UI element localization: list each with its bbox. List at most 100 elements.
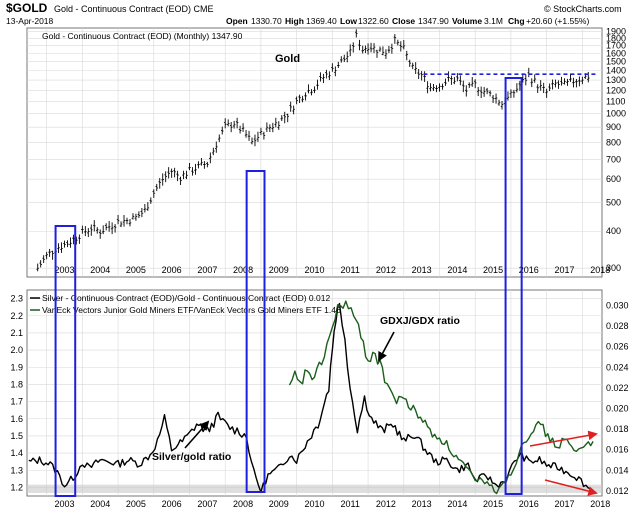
description-label: Gold - Continuous Contract (EOD) CME [54,4,214,14]
ratio-x-tick-label: 2004 [90,499,110,509]
ratio-left-tick-label: 2.1 [10,328,23,338]
ratio-x-tick-label: 2010 [304,499,324,509]
ratio-x-tick-label: 2017 [554,499,574,509]
gold-y-tick-label: 1000 [606,109,626,119]
ratio-left-tick-label: 1.7 [10,397,23,407]
gold-x-tick-label: 2007 [197,265,217,275]
ratio-right-tick-label: 0.016 [606,445,629,455]
gold-x-tick-label: 2015 [483,265,503,275]
ratio-x-tick-label: 2014 [447,499,467,509]
gold-y-tick-label: 1600 [606,48,626,58]
open-label: Open [226,16,248,26]
ratio-x-tick-label: 2008 [233,499,253,509]
highlight-box [245,170,266,493]
gold-y-axis-ticks: 300 400 500 600 700 800 900 1000 110012001300140… [606,26,626,273]
ratio-x-axis-ticks: 2003 2004 2005 2006 2007 2008 2009 2010 2011 2012… [54,499,610,509]
chg-value: +20.60 (+1.55%) [526,16,589,26]
annotation-arrows [184,331,598,496]
gold-x-tick-label: 2008 [233,265,253,275]
gold-y-tick-label: 1100 [606,96,625,106]
ratio-right-tick-label: 0.022 [606,383,629,393]
ratio-x-tick-label: 2015 [483,499,503,509]
ratio-panel: 1.2 1.3 1.4 1.5 1.6 1.7 1.8 1.9 2.0 2.1 2.2 2.3 0.0… [10,289,629,509]
ratio-left-tick-label: 1.6 [10,414,23,424]
gdxj-gdx-annotation: GDXJ/GDX ratio [380,315,460,327]
highlight-boxes [54,77,523,497]
gold-y-tick-label: 300 [606,263,621,273]
gdxj-gdx-legend: VanEck Vectors Junior Gold Miners ETF/Va… [42,305,341,315]
ratio-lines [28,300,594,495]
gold-y-tick-label: 600 [606,174,621,184]
gold-x-tick-label: 2005 [126,265,146,275]
ratio-right-tick-label: 0.012 [606,486,629,496]
gold-x-tick-label: 2004 [90,265,110,275]
ratio-right-tick-label: 0.026 [606,342,629,352]
date-label: 13-Apr-2018 [6,16,54,26]
gold-y-tick-label: 900 [606,122,621,132]
ratio-left-tick-label: 1.3 [10,465,23,475]
gold-price-bars [36,29,590,272]
ratio-x-tick-label: 2009 [269,499,289,509]
gold-x-tick-label: 2016 [519,265,539,275]
silver-gold-annotation: Silver/gold ratio [152,451,231,463]
low-label: Low [340,16,357,26]
gdx-trend-arrow [529,430,598,447]
silver-gold-legend: Silver - Continuous Contract (EOD)/Gold … [42,293,330,303]
gdxj-label-arrow [378,331,395,362]
gold-x-tick-label: 2013 [412,265,432,275]
ratio-right-tick-label: 0.014 [606,465,629,475]
gold-x-tick-label: 2011 [341,265,360,275]
ratio-x-tick-label: 2003 [54,499,74,509]
gold-y-tick-label: 1300 [606,75,626,85]
ratio-right-tick-label: 0.018 [606,424,629,434]
highlight-box [504,77,523,495]
gold-y-tick-label: 700 [606,154,621,164]
gold-x-tick-label: 2010 [304,265,324,275]
gold-y-tick-label: 1500 [606,57,626,67]
ratio-legend: Silver - Continuous Contract (EOD)/Gold … [30,293,341,315]
ratio-left-tick-label: 1.5 [10,431,23,441]
ratio-x-tick-label: 2013 [412,499,432,509]
ratio-right-axis-ticks: 0.012 0.014 0.016 0.018 0.020 0.022 0.024 0.026… [606,300,629,495]
ratio-x-tick-label: 2011 [341,499,360,509]
gold-y-tick-label: 500 [606,198,621,208]
ratio-panel-frame [26,289,603,497]
ratio-x-tick-label: 2016 [519,499,539,509]
ratio-x-tick-label: 2005 [126,499,146,509]
silver-label-arrow [184,420,210,449]
gold-x-tick-label: 2009 [269,265,289,275]
gold-y-tick-label: 1800 [606,33,626,43]
silver-gold-ratio-line [28,302,594,493]
volume-value: 3.1M [484,16,503,26]
ratio-x-tick-label: 2018 [590,499,610,509]
gdxj-gdx-ratio-line [288,300,594,495]
gold-panel-frame [26,27,603,278]
chg-label: Chg [508,16,525,26]
low-value: 1322.60 [358,16,389,26]
ratio-left-tick-label: 2.3 [10,294,23,304]
gold-x-tick-label: 2006 [162,265,182,275]
high-label: High [285,16,304,26]
volume-label: Volume [452,16,482,26]
gold-y-tick-label: 800 [606,137,621,147]
ratio-right-tick-label: 0.030 [606,300,629,310]
high-value: 1369.40 [306,16,337,26]
ratio-right-tick-label: 0.028 [606,321,629,331]
open-value: 1330.70 [251,16,282,26]
ratio-right-tick-label: 0.020 [606,403,629,413]
ratio-left-tick-label: 1.8 [10,379,23,389]
symbol-label: $GOLD [6,1,48,15]
ratio-left-tick-label: 1.4 [10,448,23,458]
close-label: Close [392,16,415,26]
silver-trend-arrow [544,479,598,496]
highlight-box [54,225,77,497]
gold-panel-grid [27,28,602,277]
close-value: 1347.90 [418,16,449,26]
ratio-right-tick-label: 0.024 [606,362,629,372]
gold-price-panel: 300 400 500 600 700 800 900 1000 110012001300140… [26,26,626,278]
gold-y-tick-label: 1200 [606,85,626,95]
gold-x-tick-label: 2018 [590,265,610,275]
ratio-left-tick-label: 2.0 [10,345,23,355]
